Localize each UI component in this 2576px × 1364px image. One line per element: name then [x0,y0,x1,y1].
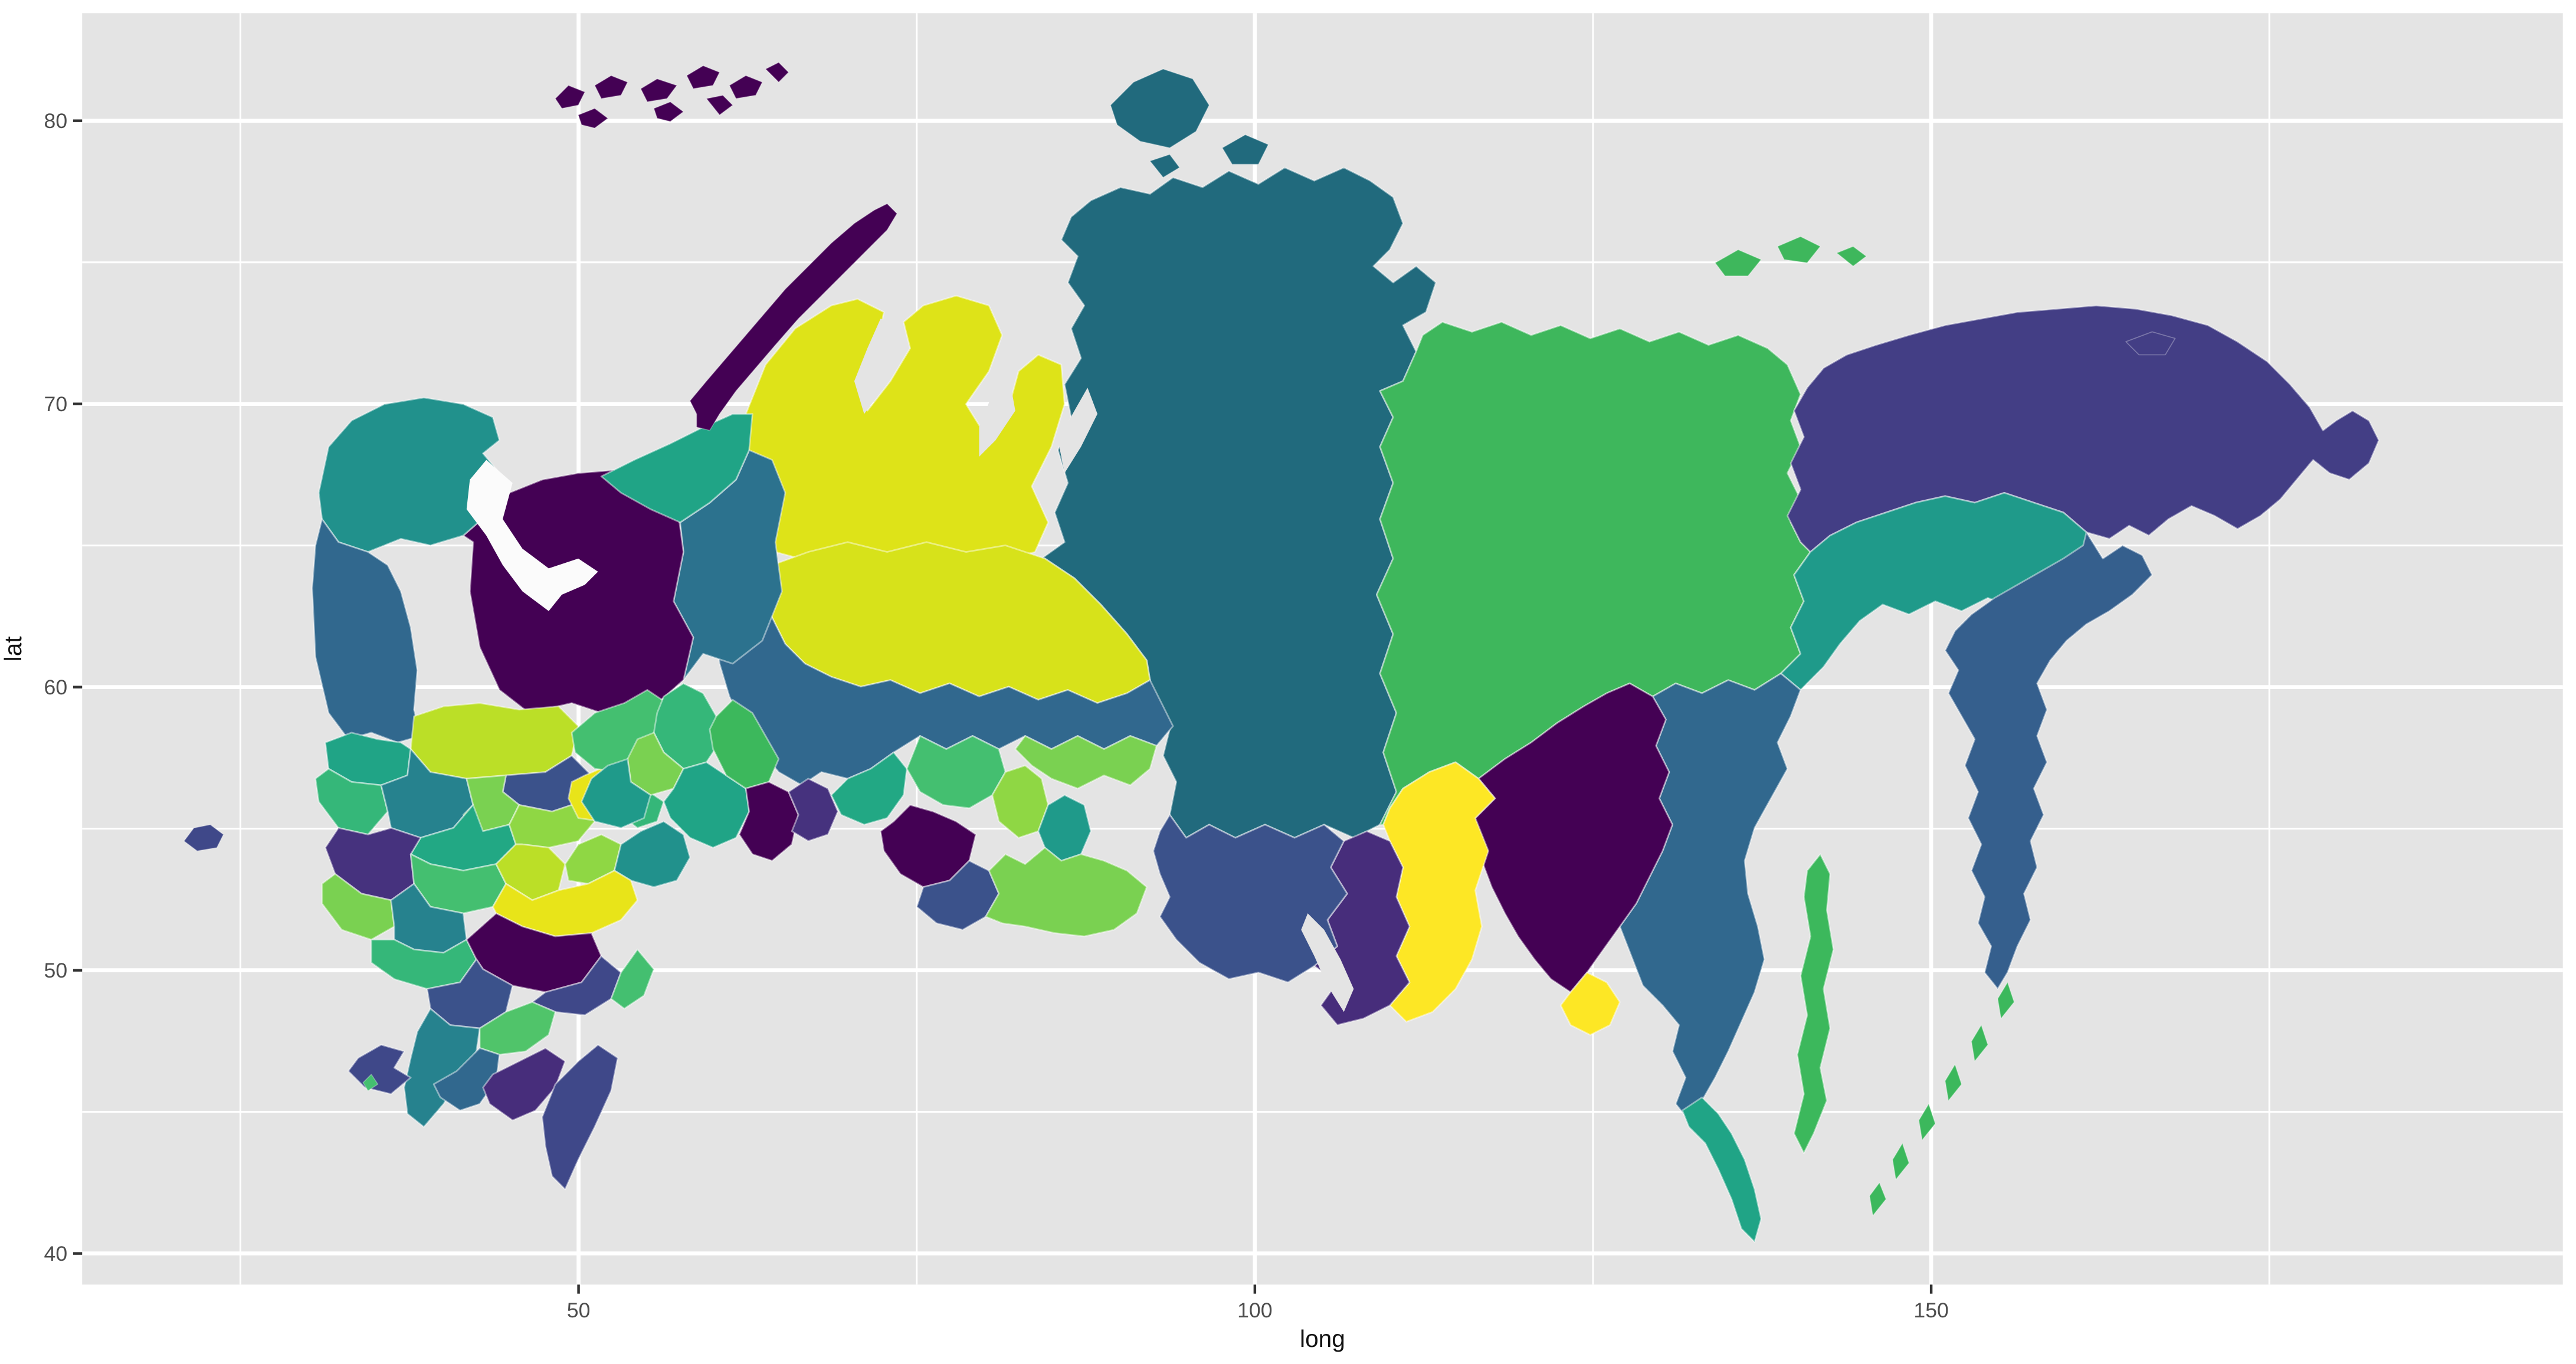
y-tick-label: 80 [44,109,68,133]
region-krasnoyarsk [1040,166,1437,839]
region-franz-josef-9 [765,61,789,83]
region-kurils-5 [1892,1143,1910,1181]
region-amur [1471,682,1673,994]
region-kurils-2 [1971,1024,1989,1062]
water-gulf-of-ob-2 [979,374,1015,457]
region-tatarstan [581,758,652,829]
region-sevastopol [362,1074,379,1091]
y-tick-label: 70 [44,392,68,416]
region-tuva [985,847,1148,937]
region-new-siberian-2 [1777,236,1821,264]
region-franz-josef-5 [729,75,763,99]
region-sakhalin [1793,853,1834,1155]
water-white-sea [466,460,598,611]
region-new-siberian-3 [1836,245,1867,267]
water-gulf-of-ob-3 [1058,388,1098,473]
map-regions [183,61,2380,1243]
region-khabarovsk [1619,673,1802,1122]
region-kurils-4 [1918,1103,1936,1141]
region-zabaykalsky [1382,761,1496,1023]
region-primorye [1681,1096,1762,1243]
region-omsk [830,751,908,826]
region-franz-josef-2 [594,75,628,99]
region-saratov [491,870,638,937]
region-wrangel-island [2125,331,2176,356]
region-krasnodar [403,1008,481,1128]
axis-tick-marks [73,119,1933,1294]
region-samara [613,820,691,888]
x-tick-label: 100 [1237,1299,1272,1322]
region-bashkortostan [663,761,750,849]
region-arkhangelsk [462,468,694,717]
region-kabardino [432,1047,500,1111]
region-nenets [600,413,753,523]
region-stavropol [479,1001,556,1055]
region-magadan [1779,491,2104,691]
x-tick-label: 150 [1913,1299,1948,1322]
region-kurgan [788,778,839,842]
y-axis-title: lat [0,636,27,661]
axis-tick-labels: 50 100 150 40 50 60 70 80 [44,109,1949,1322]
region-severnaya-zemlya-3 [1149,153,1181,178]
water-gulf-of-ob-1 [854,319,900,414]
region-franz-josef-6 [578,107,609,129]
y-tick-label: 40 [44,1242,68,1265]
region-franz-josef-3 [640,78,678,103]
region-franz-josef-7 [653,101,684,122]
region-tomsk [1014,735,1158,789]
y-tick-label: 50 [44,959,68,982]
region-jewish-ao [1559,971,1621,1036]
region-franz-josef-4 [686,65,720,90]
region-severnaya-zemlya-2 [1221,134,1269,165]
region-astrakhan [610,949,655,1010]
water-lake-baikal [1301,913,1354,1012]
region-kurils-3 [1944,1064,1962,1101]
region-severnaya-zemlya-1 [1110,68,1210,149]
region-kaliningrad [183,824,224,852]
region-kurils-6 [1869,1182,1887,1217]
region-kurils-1 [1997,982,2015,1019]
region-franz-josef-1 [555,84,586,109]
y-tick-label: 60 [44,676,68,699]
region-franz-josef-8 [706,94,733,116]
region-kamchatka [1944,531,2154,990]
x-tick-label: 50 [567,1299,591,1322]
region-novaya-zemlya [689,203,898,431]
x-axis-title: long [1300,1325,1345,1352]
region-new-siberian-1 [1715,249,1762,277]
region-ossetia [482,1047,566,1122]
region-dagestan [541,1044,619,1191]
